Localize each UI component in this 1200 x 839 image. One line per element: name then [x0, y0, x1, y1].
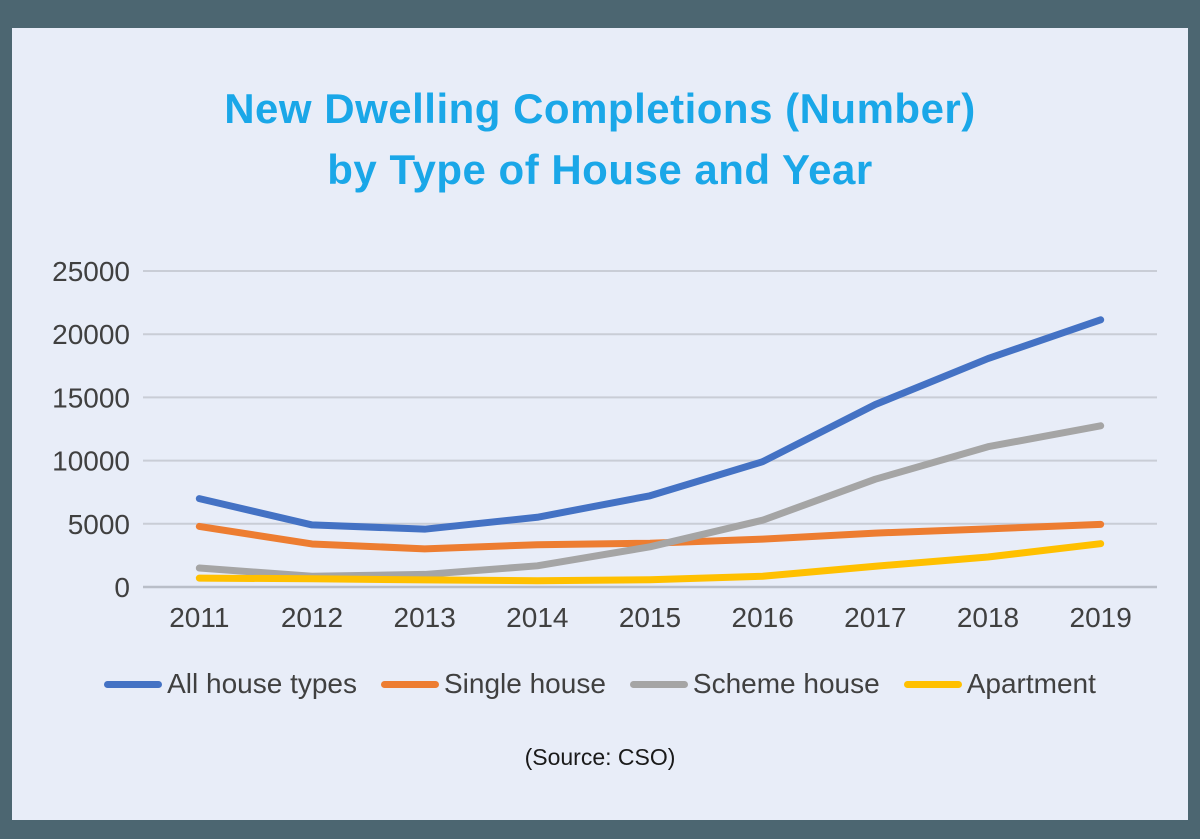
chart-title: New Dwelling Completions (Number) by Typ… [12, 78, 1188, 200]
y-tick-label: 25000 [52, 256, 130, 287]
legend-label-single-house: Single house [444, 668, 606, 699]
legend-marker-all-house-types [104, 680, 163, 688]
chart-title-line1: New Dwelling Completions (Number) [224, 85, 976, 132]
series-line-all-house-types [195, 316, 1105, 533]
series-line-scheme-house [195, 422, 1105, 580]
y-tick-label: 20000 [52, 319, 130, 350]
legend-item-apartment: Apartment [903, 668, 1096, 700]
chart-card: New Dwelling Completions (Number) by Typ… [12, 28, 1188, 820]
chart-title-line2: by Type of House and Year [327, 146, 873, 193]
x-tick-label: 2011 [169, 602, 229, 633]
source-note: (Source: CSO) [524, 744, 676, 770]
legend-item-single-house: Single house [381, 668, 606, 700]
y-tick-label: 5000 [68, 509, 130, 540]
x-tick-label: 2013 [394, 602, 456, 633]
legend-marker-apartment [903, 680, 962, 688]
y-tick-label: 15000 [52, 382, 130, 413]
y-tick-label: 10000 [52, 446, 130, 477]
legend-marker-scheme-house [629, 680, 688, 688]
line-chart-plot-area: 0 5000 10000 15000 20000 25000 2011 2012 2013 201… [52, 256, 1157, 633]
series-line-apartment [195, 540, 1105, 585]
chart-legend: All house types Single house Scheme house A… [12, 668, 1188, 700]
legend-item-scheme-house: Scheme house [629, 668, 880, 700]
x-tick-label: 2019 [1070, 602, 1132, 633]
x-tick-label: 2018 [957, 602, 1019, 633]
legend-marker-single-house [381, 680, 439, 688]
legend-label-apartment: Apartment [966, 668, 1096, 699]
legend-label-all-house-types: All house types [167, 668, 357, 699]
legend-item-all-house-types: All house types [104, 668, 357, 700]
x-tick-label: 2012 [281, 602, 343, 633]
x-tick-label: 2014 [506, 602, 568, 633]
x-tick-label: 2017 [844, 602, 906, 633]
x-tick-label: 2016 [732, 602, 794, 633]
y-tick-label: 0 [114, 572, 130, 603]
legend-label-scheme-house: Scheme house [692, 668, 880, 699]
x-tick-label: 2015 [619, 602, 681, 633]
